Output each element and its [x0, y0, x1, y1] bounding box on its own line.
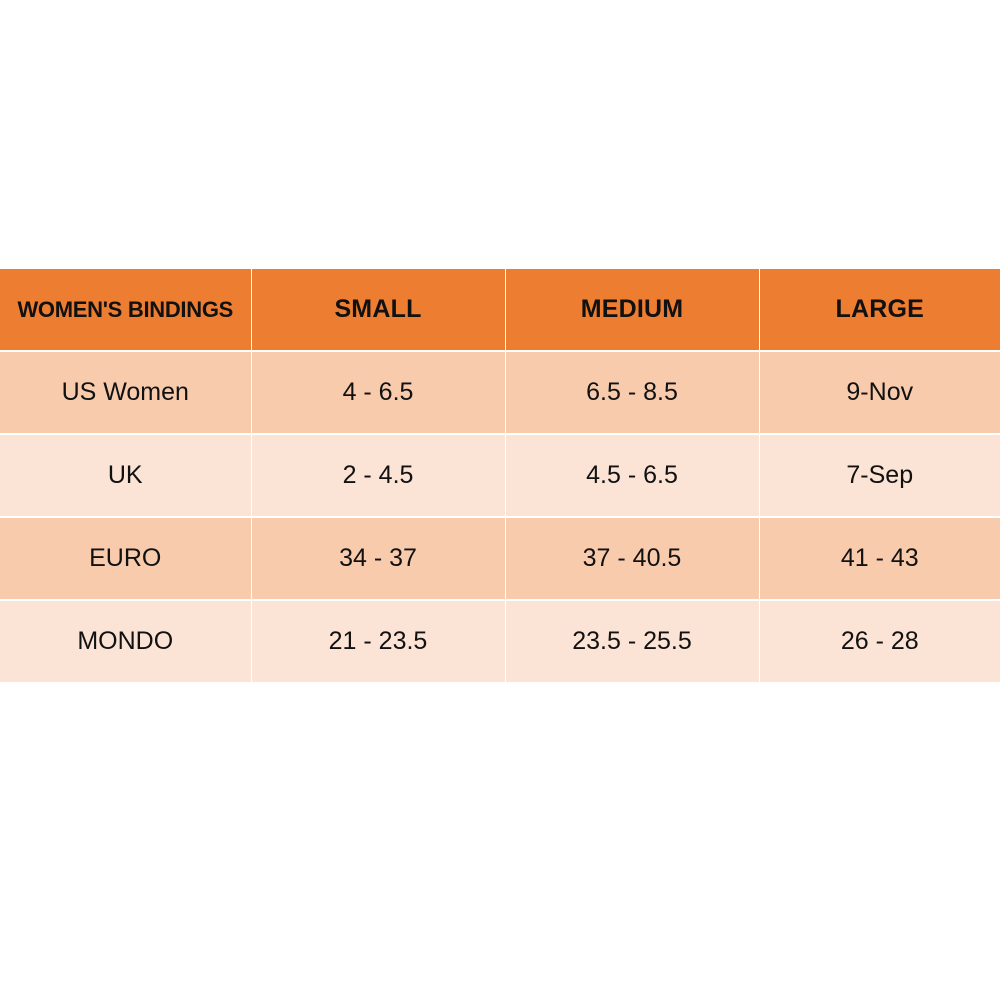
row-label: UK [0, 434, 252, 518]
row-label: EURO [0, 517, 252, 601]
size-cell-small: 2 - 4.5 [251, 434, 506, 518]
size-cell-large: 7-Sep [759, 434, 1000, 518]
table-row: UK 2 - 4.5 4.5 - 6.5 7-Sep [0, 434, 1000, 518]
header-cell-medium: MEDIUM [505, 269, 760, 352]
row-label: US Women [0, 351, 252, 435]
header-cell-small: SMALL [251, 269, 506, 352]
size-chart: WOMEN'S BINDINGS SMALL MEDIUM LARGE US W… [0, 269, 1000, 682]
size-cell-large: 26 - 28 [759, 600, 1000, 682]
size-cell-large: 9-Nov [759, 351, 1000, 435]
size-cell-medium: 37 - 40.5 [505, 517, 760, 601]
table-row: EURO 34 - 37 37 - 40.5 41 - 43 [0, 517, 1000, 601]
size-cell-large: 41 - 43 [759, 517, 1000, 601]
size-cell-small: 4 - 6.5 [251, 351, 506, 435]
size-cell-medium: 6.5 - 8.5 [505, 351, 760, 435]
header-cell-category: WOMEN'S BINDINGS [0, 269, 252, 352]
size-cell-small: 21 - 23.5 [251, 600, 506, 682]
size-cell-medium: 4.5 - 6.5 [505, 434, 760, 518]
bindings-size-table: WOMEN'S BINDINGS SMALL MEDIUM LARGE US W… [0, 269, 1000, 682]
table-row: US Women 4 - 6.5 6.5 - 8.5 9-Nov [0, 351, 1000, 435]
header-row: WOMEN'S BINDINGS SMALL MEDIUM LARGE [0, 269, 1000, 352]
table-row: MONDO 21 - 23.5 23.5 - 25.5 26 - 28 [0, 600, 1000, 682]
size-cell-medium: 23.5 - 25.5 [505, 600, 760, 682]
row-label: MONDO [0, 600, 252, 682]
size-cell-small: 34 - 37 [251, 517, 506, 601]
header-cell-large: LARGE [759, 269, 1000, 352]
